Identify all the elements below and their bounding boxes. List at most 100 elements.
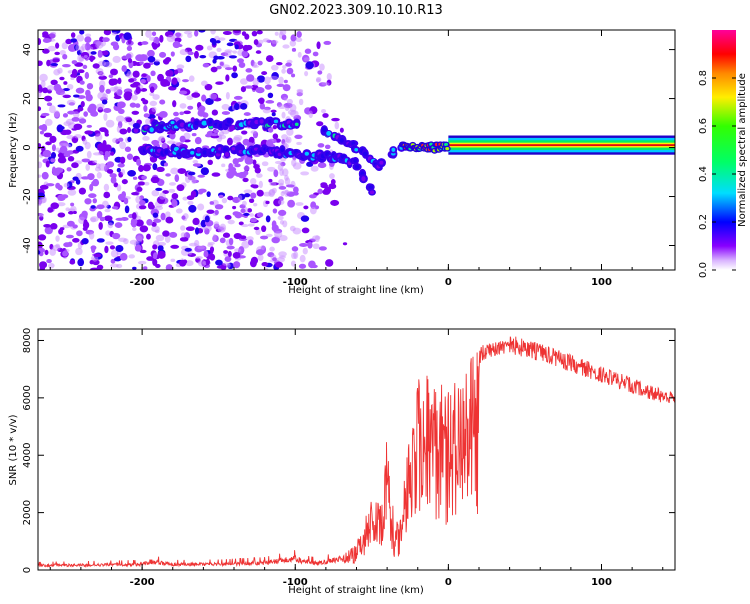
noise-speckle: [211, 38, 217, 46]
noise-speckle: [285, 184, 295, 188]
noise-speckle: [117, 101, 126, 109]
noise-speckle: [269, 246, 275, 252]
noise-speckle: [342, 242, 348, 246]
noise-speckle: [96, 238, 105, 243]
noise-speckle: [104, 208, 111, 213]
noise-speckle: [215, 259, 223, 266]
noise-speckle: [304, 48, 312, 54]
noise-speckle: [165, 211, 171, 218]
noise-speckle: [65, 38, 73, 45]
colorbar-tick-label: 0.2: [698, 214, 709, 230]
noise-speckle: [188, 75, 195, 82]
noise-speckle: [290, 260, 296, 267]
snr-y-tick-label: 2000: [22, 500, 33, 525]
noise-speckle: [115, 115, 125, 123]
noise-speckle: [131, 212, 137, 220]
upper-branch-mark-core: [170, 120, 175, 125]
noise-speckle: [119, 252, 128, 261]
noise-speckle: [39, 130, 45, 135]
noise-speckle: [274, 231, 283, 238]
noise-speckle: [82, 139, 88, 145]
noise-speckle: [131, 110, 140, 115]
upper-branch-mark-core: [294, 122, 299, 127]
noise-speckle: [165, 81, 171, 87]
noise-speckle: [285, 106, 290, 111]
noise-speckle: [330, 179, 336, 185]
noise-speckle: [321, 82, 330, 86]
noise-speckle: [38, 213, 44, 218]
noise-speckle: [46, 59, 51, 67]
noise-speckle: [103, 113, 108, 121]
noise-speckle: [97, 151, 104, 156]
colorbar-tick-label: 0.8: [698, 70, 709, 86]
noise-speckle: [339, 127, 344, 133]
noise-speckle: [75, 247, 83, 256]
noise-speckle: [119, 156, 126, 164]
descending-branch-mark-core: [326, 130, 332, 136]
noise-speckle: [265, 55, 274, 63]
noise-speckle: [282, 84, 291, 92]
noise-speckle: [134, 244, 142, 252]
noise-speckle: [99, 216, 106, 222]
noise-speckle: [194, 30, 199, 37]
noise-speckle: [265, 215, 271, 223]
noise-speckle: [317, 162, 327, 169]
noise-speckle: [253, 202, 258, 207]
noise-speckle: [253, 39, 259, 46]
noise-speckle: [309, 194, 317, 199]
noise-speckle: [287, 199, 296, 208]
noise-speckle: [152, 212, 159, 218]
noise-speckle: [112, 55, 121, 64]
spectrogram-x-tick-label: -200: [130, 277, 155, 288]
noise-speckle: [180, 232, 187, 238]
lower-branch-mark-core: [368, 185, 374, 189]
noise-speckle: [206, 209, 215, 214]
noise-speckle: [197, 203, 205, 211]
noise-speckle: [243, 189, 253, 194]
noise-speckle: [43, 132, 53, 138]
noise-speckle: [127, 58, 133, 64]
noise-speckle: [127, 136, 132, 143]
noise-speckle: [272, 208, 278, 214]
noise-speckle: [113, 257, 122, 262]
noise-speckle: [232, 251, 241, 259]
noise-speckle: [302, 247, 308, 255]
noise-speckle: [72, 210, 77, 215]
noise-speckle: [135, 54, 144, 62]
noise-speckle: [320, 183, 329, 189]
noise-speckle: [145, 118, 152, 125]
noise-speckle: [147, 49, 155, 58]
spectrogram-x-label: Height of straight line (km): [288, 285, 424, 296]
noise-speckle: [57, 104, 66, 108]
noise-speckle: [49, 105, 56, 114]
noise-speckle: [255, 249, 265, 256]
noise-speckle: [250, 217, 258, 223]
noise-speckle: [232, 50, 238, 54]
noise-speckle: [194, 136, 202, 145]
noise-speckle: [252, 159, 257, 165]
noise-speckle: [197, 259, 207, 267]
noise-speckle: [261, 262, 269, 267]
noise-speckle: [322, 113, 329, 118]
noise-speckle: [281, 68, 286, 74]
noise-speckle: [109, 173, 117, 178]
noise-speckle: [250, 178, 257, 185]
noise-speckle: [51, 166, 56, 175]
noise-speckle: [216, 55, 225, 60]
noise-speckle: [151, 139, 160, 146]
noise-speckle: [186, 95, 194, 101]
noise-speckle: [115, 245, 124, 253]
noise-speckle: [303, 205, 309, 210]
noise-speckle: [159, 99, 166, 105]
noise-speckle: [247, 208, 253, 213]
noise-speckle: [224, 214, 232, 220]
noise-speckle: [151, 31, 157, 37]
noise-speckle: [155, 234, 165, 242]
snr-y-tick-label: 6000: [22, 385, 33, 410]
noise-speckle: [45, 160, 50, 168]
noise-speckle: [286, 128, 294, 136]
noise-speckle: [180, 225, 186, 231]
noise-speckle: [38, 234, 47, 241]
upper-branch-mark-core: [149, 127, 154, 133]
